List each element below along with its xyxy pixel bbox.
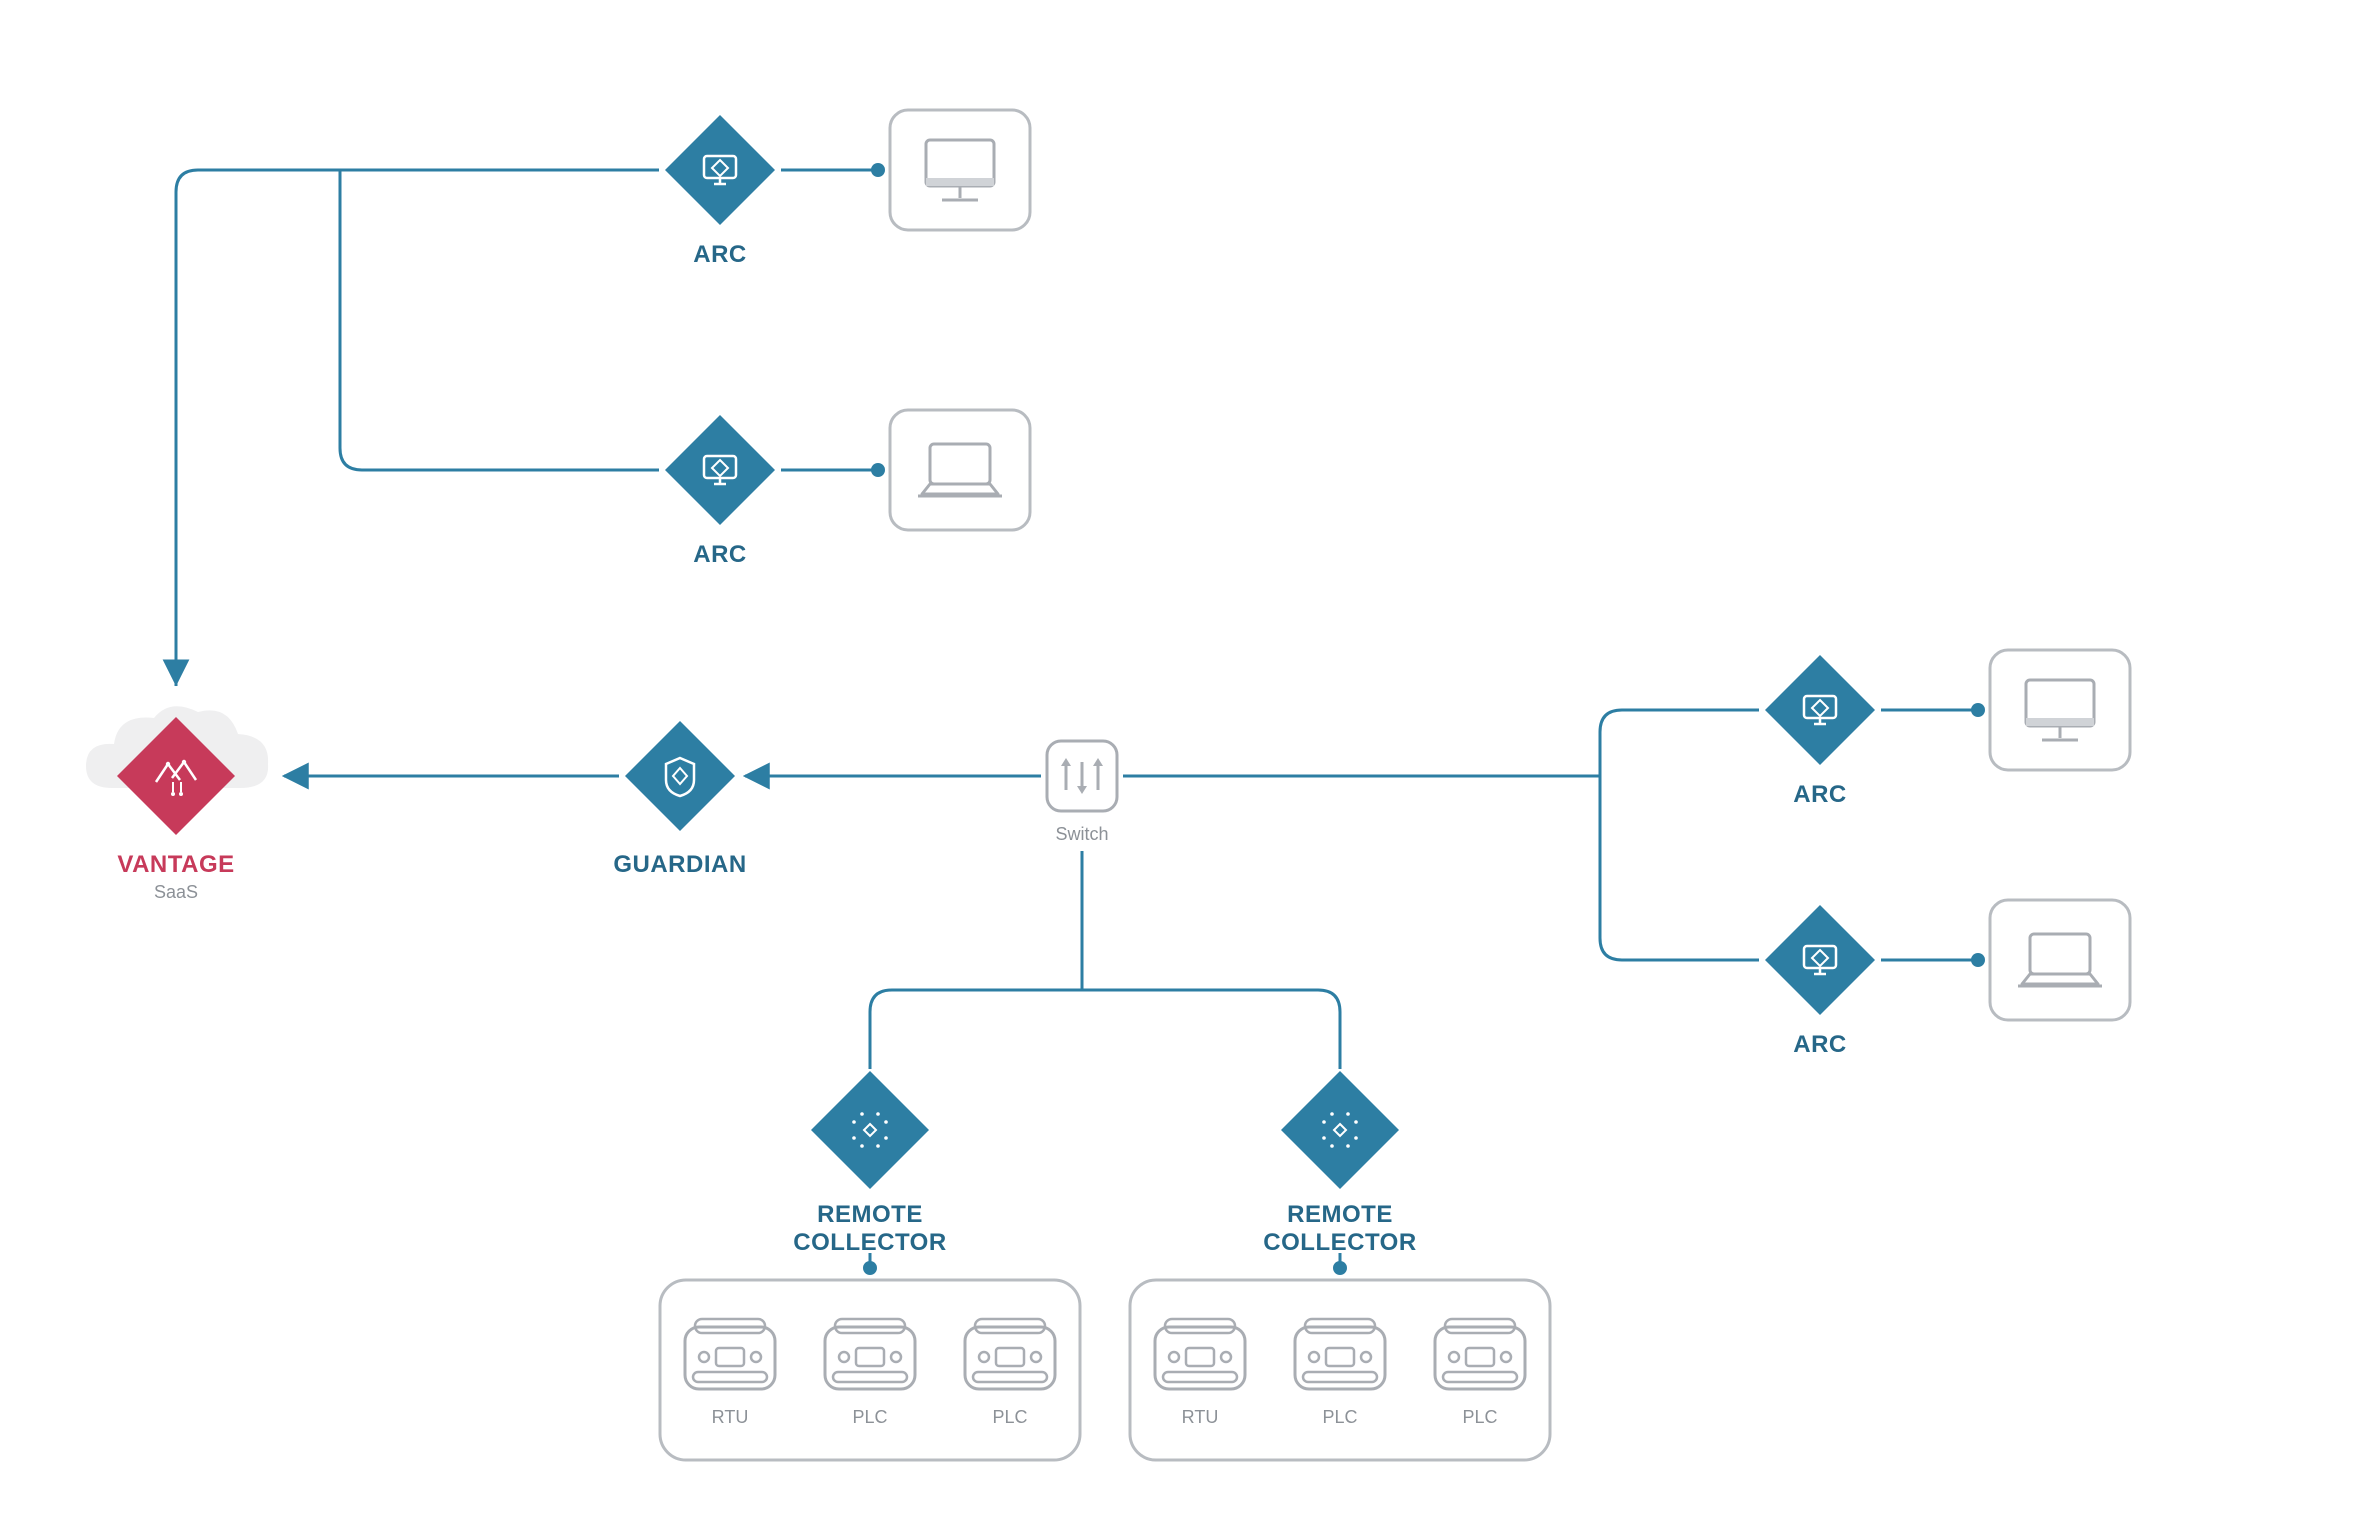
plc-label: PLC: [992, 1407, 1027, 1427]
edge-to-arc2: [340, 170, 659, 470]
diamond-node: [1765, 655, 1875, 765]
vantage-label: VANTAGE: [117, 851, 234, 878]
arc-label: ARC: [693, 241, 747, 268]
device-box: [1990, 650, 2130, 770]
edge-to-rc2: [1082, 990, 1340, 1069]
edge-to-arc4: [1600, 776, 1759, 960]
rc-label-2: COLLECTOR: [793, 1229, 946, 1256]
diamond-node: [665, 115, 775, 225]
rc-device-group: [1130, 1280, 1550, 1460]
diamond-node: [1281, 1071, 1399, 1189]
rc-label-1: REMOTE: [817, 1201, 923, 1228]
guardian-label: GUARDIAN: [613, 851, 746, 878]
edge-to-arc3: [1600, 710, 1759, 776]
edge-endpoint: [1333, 1261, 1347, 1275]
plc-label: PLC: [1322, 1407, 1357, 1427]
arc-label: ARC: [1793, 1031, 1847, 1058]
edge-endpoint: [1971, 703, 1985, 717]
edge-vantage-trunk: [176, 170, 340, 686]
switch-label: Switch: [1055, 824, 1108, 844]
diamond-node: [625, 721, 735, 831]
arc-label: ARC: [1793, 781, 1847, 808]
device-box: [1990, 900, 2130, 1020]
edge-endpoint: [871, 463, 885, 477]
device-box: [890, 110, 1030, 230]
edge-endpoint: [1971, 953, 1985, 967]
diamond-node: [665, 415, 775, 525]
plc-label: PLC: [852, 1407, 887, 1427]
rc-label-2: COLLECTOR: [1263, 1229, 1416, 1256]
plc-label: RTU: [1182, 1407, 1219, 1427]
vantage-sublabel: SaaS: [154, 882, 198, 902]
edge-to-rc1: [870, 990, 1082, 1069]
device-box: [890, 410, 1030, 530]
arc-label: ARC: [693, 541, 747, 568]
rc-label-1: REMOTE: [1287, 1201, 1393, 1228]
edge-endpoint: [863, 1261, 877, 1275]
diamond-node: [1765, 905, 1875, 1015]
plc-label: PLC: [1462, 1407, 1497, 1427]
plc-label: RTU: [712, 1407, 749, 1427]
switch-node: [1047, 741, 1117, 811]
diamond-node: [811, 1071, 929, 1189]
rc-device-group: [660, 1280, 1080, 1460]
edge-endpoint: [871, 163, 885, 177]
